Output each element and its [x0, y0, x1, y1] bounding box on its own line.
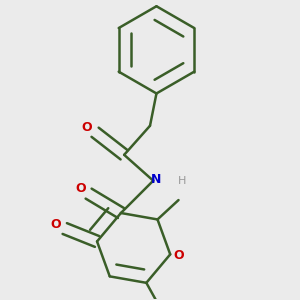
Text: H: H: [178, 176, 187, 186]
Text: O: O: [75, 182, 86, 195]
Text: O: O: [51, 218, 61, 231]
Text: N: N: [151, 172, 162, 186]
Text: O: O: [173, 250, 184, 262]
Text: O: O: [82, 121, 92, 134]
